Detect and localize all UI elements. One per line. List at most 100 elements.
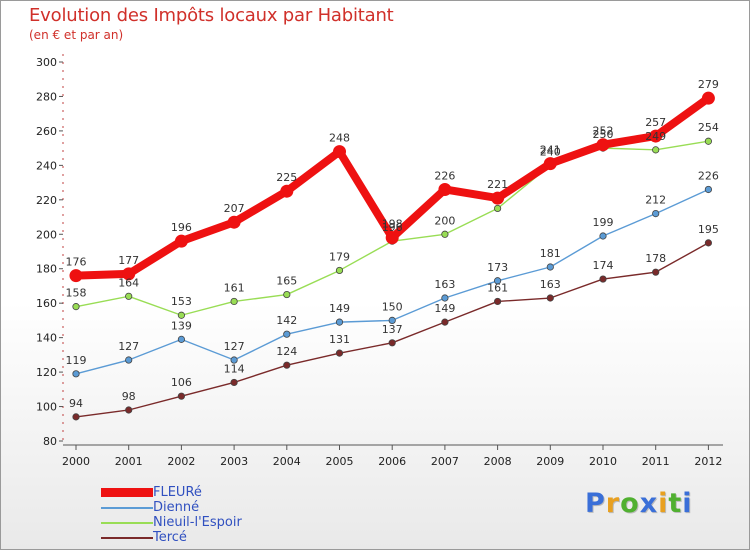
data-label: 153 <box>171 295 192 308</box>
data-point <box>649 129 663 143</box>
y-tick-label: 120 <box>36 366 57 379</box>
data-label: 250 <box>593 128 614 141</box>
logo-letter: i <box>682 488 693 519</box>
data-point <box>177 311 185 319</box>
x-tick-label: 2002 <box>167 455 195 468</box>
data-point <box>704 185 713 194</box>
legend-label: FLEURé <box>153 485 202 500</box>
data-label: 212 <box>645 194 666 207</box>
data-labels: 176 177 196 207 225 248 198 226 221 241 252 257 279 1… <box>66 78 719 410</box>
data-label: 196 <box>382 221 403 234</box>
data-point <box>388 339 396 347</box>
data-point <box>227 215 241 229</box>
y-tick-label: 300 <box>36 56 57 69</box>
logo-letter: t <box>668 488 683 519</box>
data-label: 240 <box>540 145 561 158</box>
data-label: 98 <box>122 390 136 403</box>
legend-swatch <box>101 521 153 524</box>
data-point <box>546 294 554 302</box>
data-point <box>125 292 133 300</box>
data-label: 225 <box>276 171 297 184</box>
data-point <box>493 297 502 306</box>
data-label: 176 <box>66 256 87 269</box>
logo-letter: i <box>658 488 669 519</box>
x-tick-label: 2012 <box>694 455 722 468</box>
data-point <box>652 210 660 218</box>
series-line-0 <box>72 94 713 280</box>
data-point <box>230 378 238 387</box>
data-point <box>599 232 607 240</box>
data-label: 257 <box>645 116 666 129</box>
data-label: 94 <box>69 397 83 410</box>
data-point <box>72 413 80 421</box>
data-label: 163 <box>540 278 561 291</box>
data-point <box>493 204 502 213</box>
x-tick-label: 2005 <box>326 455 354 468</box>
axes: 80 100 120 140 160 180 200 220 240 260 280 300 2000 2… <box>36 54 723 468</box>
x-tick-label: 2006 <box>378 455 406 468</box>
x-tick-label: 2004 <box>273 455 301 468</box>
data-point <box>491 191 505 205</box>
data-point <box>230 297 238 306</box>
data-point <box>599 275 607 283</box>
data-point <box>125 406 133 414</box>
data-point <box>177 392 185 400</box>
data-label: 173 <box>487 261 508 274</box>
legend-label: Dienné <box>153 500 200 515</box>
data-label: 207 <box>224 202 245 215</box>
data-label: 221 <box>487 178 508 191</box>
x-tick-label: 2007 <box>431 455 459 468</box>
data-point <box>335 349 344 357</box>
data-label: 226 <box>434 169 455 182</box>
data-point <box>174 234 188 248</box>
data-label: 196 <box>171 221 192 234</box>
data-label: 174 <box>593 259 614 272</box>
x-tick-label: 2009 <box>536 455 564 468</box>
data-label: 178 <box>645 252 666 265</box>
data-label: 137 <box>382 323 403 336</box>
data-point <box>493 277 502 285</box>
data-label: 142 <box>276 314 297 327</box>
y-tick-label: 200 <box>36 228 57 241</box>
data-point <box>441 230 449 238</box>
data-point <box>704 239 713 247</box>
data-point <box>652 146 660 154</box>
data-point <box>177 335 185 343</box>
y-tick-label: 220 <box>36 194 57 207</box>
data-point <box>230 356 238 364</box>
data-label: 199 <box>593 216 614 229</box>
legend-label: Nieuil-l'Espoir <box>153 515 242 530</box>
data-label: 127 <box>118 340 139 353</box>
y-tick-label: 160 <box>36 297 57 310</box>
data-label: 158 <box>66 287 87 300</box>
legend-swatch <box>101 488 153 497</box>
data-label: 179 <box>329 250 350 263</box>
data-label: 252 <box>593 125 614 138</box>
y-tick-label: 140 <box>36 332 57 345</box>
data-label: 198 <box>382 218 403 231</box>
data-point <box>280 184 294 198</box>
logo-letter: o <box>620 488 640 519</box>
data-point <box>72 370 80 378</box>
x-tick-label: 2008 <box>484 455 512 468</box>
data-label: 161 <box>487 281 508 294</box>
data-label: 124 <box>276 345 297 358</box>
data-label: 241 <box>540 144 561 157</box>
data-label: 177 <box>118 254 139 267</box>
data-label: 106 <box>171 376 192 389</box>
data-label: 150 <box>382 300 403 313</box>
y-tick-label: 80 <box>43 435 57 448</box>
x-tick-label: 2001 <box>115 455 143 468</box>
data-label: 163 <box>434 278 455 291</box>
data-point <box>441 294 449 302</box>
data-label: 165 <box>276 275 297 288</box>
logo-letter: r <box>605 488 621 519</box>
legend-swatch <box>101 536 153 539</box>
data-point <box>385 231 399 245</box>
x-tick-label: 2003 <box>220 455 248 468</box>
data-label: 149 <box>329 302 350 315</box>
data-point <box>438 182 452 196</box>
y-tick-label: 100 <box>36 401 57 414</box>
data-point <box>333 145 346 159</box>
